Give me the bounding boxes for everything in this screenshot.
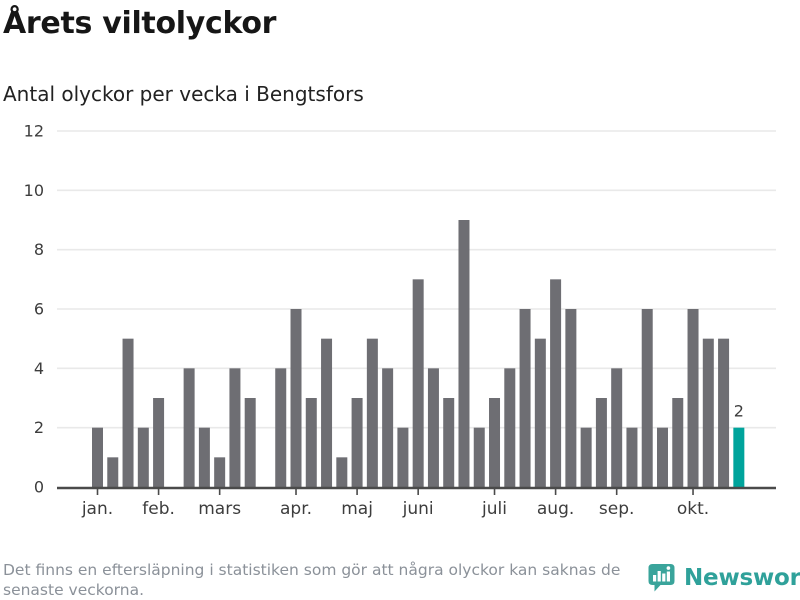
x-axis-label-sep: sep. (599, 499, 635, 519)
bar-week-9 (214, 457, 226, 487)
y-axis-label-10: 10 (24, 181, 44, 200)
logo-bar-2 (657, 571, 661, 582)
x-axis-label-apr: apr. (280, 499, 312, 519)
bar-week-19 (366, 338, 378, 487)
y-axis-label-2: 2 (34, 418, 44, 437)
bar-week-42 (718, 338, 730, 487)
x-axis-label-aug: aug. (537, 499, 574, 519)
bar-week-33 (580, 427, 592, 487)
bar-week-40 (687, 309, 699, 487)
bar-week-34 (595, 398, 607, 487)
y-axis-label-8: 8 (34, 240, 44, 259)
newsworthy-logo-icon (648, 564, 675, 592)
x-axis-label-jan: jan. (81, 499, 113, 519)
bar-week-20 (382, 368, 394, 487)
x-axis-label-juli: juli (481, 499, 507, 519)
logo-exclamation-dot (666, 566, 671, 570)
bar-week-23 (427, 368, 439, 487)
x-axis-label-feb: feb. (142, 499, 175, 519)
bar-week-27 (489, 398, 501, 487)
bar-week-24 (443, 398, 455, 487)
logo-bar-1 (653, 575, 657, 582)
y-axis-label-12: 12 (24, 122, 44, 141)
bar-week-43-highlight (733, 427, 745, 487)
x-axis-label-juni: juni (402, 499, 434, 519)
bar-week-32 (565, 309, 577, 487)
bar-week-22 (412, 279, 424, 487)
x-axis-label-mars: mars (198, 499, 241, 519)
bar-week-28 (504, 368, 516, 487)
bar-week-4 (137, 427, 149, 487)
bar-week-1 (92, 427, 103, 487)
bar-week-39 (672, 398, 684, 487)
highlight-value-label: 2 (734, 402, 744, 421)
newsworthy-logo: Newsworthy (646, 562, 800, 594)
speech-bubble-shape (648, 564, 675, 592)
bar-week-16 (321, 338, 333, 487)
x-axis-label-maj: maj (341, 499, 373, 519)
bar-week-11 (244, 398, 256, 487)
y-axis-label-4: 4 (34, 359, 44, 378)
footnote: Det finns en eftersläpning i statistiken… (3, 561, 633, 600)
bar-week-2 (107, 457, 119, 487)
bar-week-29 (519, 309, 531, 487)
bar-week-17 (336, 457, 348, 487)
logo-bar-3 (662, 573, 666, 582)
bar-week-41 (702, 338, 714, 487)
bar-week-8 (198, 427, 210, 487)
y-axis-label-0: 0 (34, 478, 44, 497)
bar-week-10 (229, 368, 241, 487)
bar-week-5 (153, 398, 165, 487)
bar-week-18 (351, 398, 363, 487)
bar-week-26 (473, 427, 485, 487)
bar-week-14 (290, 309, 302, 487)
footnote-line-1: Det finns en eftersläpning i statistiken… (3, 561, 621, 579)
y-axis-label-6: 6 (34, 300, 44, 319)
footnote-line-2: senaste veckorna. (3, 580, 145, 599)
newsworthy-wordmark: Newsworthy (684, 565, 800, 591)
bar-week-36 (626, 427, 638, 487)
x-axis-label-okt: okt. (677, 499, 709, 519)
bar-week-31 (550, 279, 562, 487)
bar-week-25 (458, 220, 470, 487)
bar-week-15 (305, 398, 317, 487)
bar-week-3 (122, 338, 134, 487)
bar-week-38 (656, 427, 668, 487)
bar-week-7 (183, 368, 195, 487)
page-title: Årets viltolyckor (3, 6, 277, 41)
bar-week-21 (397, 427, 409, 487)
bar-week-30 (534, 338, 546, 487)
logo-exclamation-bar (666, 571, 670, 582)
bar-week-37 (641, 309, 653, 487)
bar-week-35 (611, 368, 623, 487)
chart-subtitle: Antal olyckor per vecka i Bengtsfors (3, 82, 364, 106)
bar-week-13 (275, 368, 287, 487)
weekly-bar-chart: 0 2 4 6 8 10 12 jan. feb. mars apr. maj juni juli aug.… (24, 122, 776, 519)
